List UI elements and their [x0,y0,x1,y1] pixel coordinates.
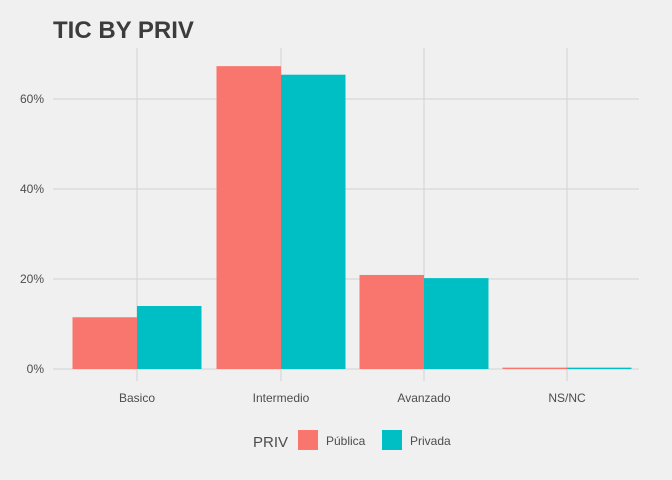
legend-key-0 [298,430,318,450]
x-tick-label: Intermedio [253,391,310,405]
legend: PRIV Pública Privada [253,430,451,451]
legend-label-0: Pública [326,434,366,448]
bar-privada-2 [424,278,489,369]
y-tick-label: 0% [27,362,45,376]
bars [72,66,632,370]
bar-privada-1 [281,74,346,369]
y-tick-label: 20% [20,272,44,286]
legend-label-1: Privada [410,434,451,448]
y-tick-label: 60% [20,92,44,106]
bar-publica-3 [502,367,567,369]
legend-title: PRIV [253,434,288,451]
x-tick-label: NS/NC [548,391,586,405]
x-tick-label: Avanzado [397,391,450,405]
bar-privada-0 [137,306,202,369]
bar-publica-1 [216,66,281,370]
x-tick-label: Basico [119,391,155,405]
bar-privada-3 [567,367,632,369]
bar-publica-0 [72,317,137,369]
x-axis-ticks: Basico Intermedio Avanzado NS/NC [119,391,586,405]
y-tick-label: 40% [20,182,44,196]
legend-key-1 [382,430,402,450]
chart-title: TIC BY PRIV [53,17,194,44]
bar-publica-2 [359,274,424,369]
y-axis-ticks: 0% 20% 40% 60% [20,92,44,376]
